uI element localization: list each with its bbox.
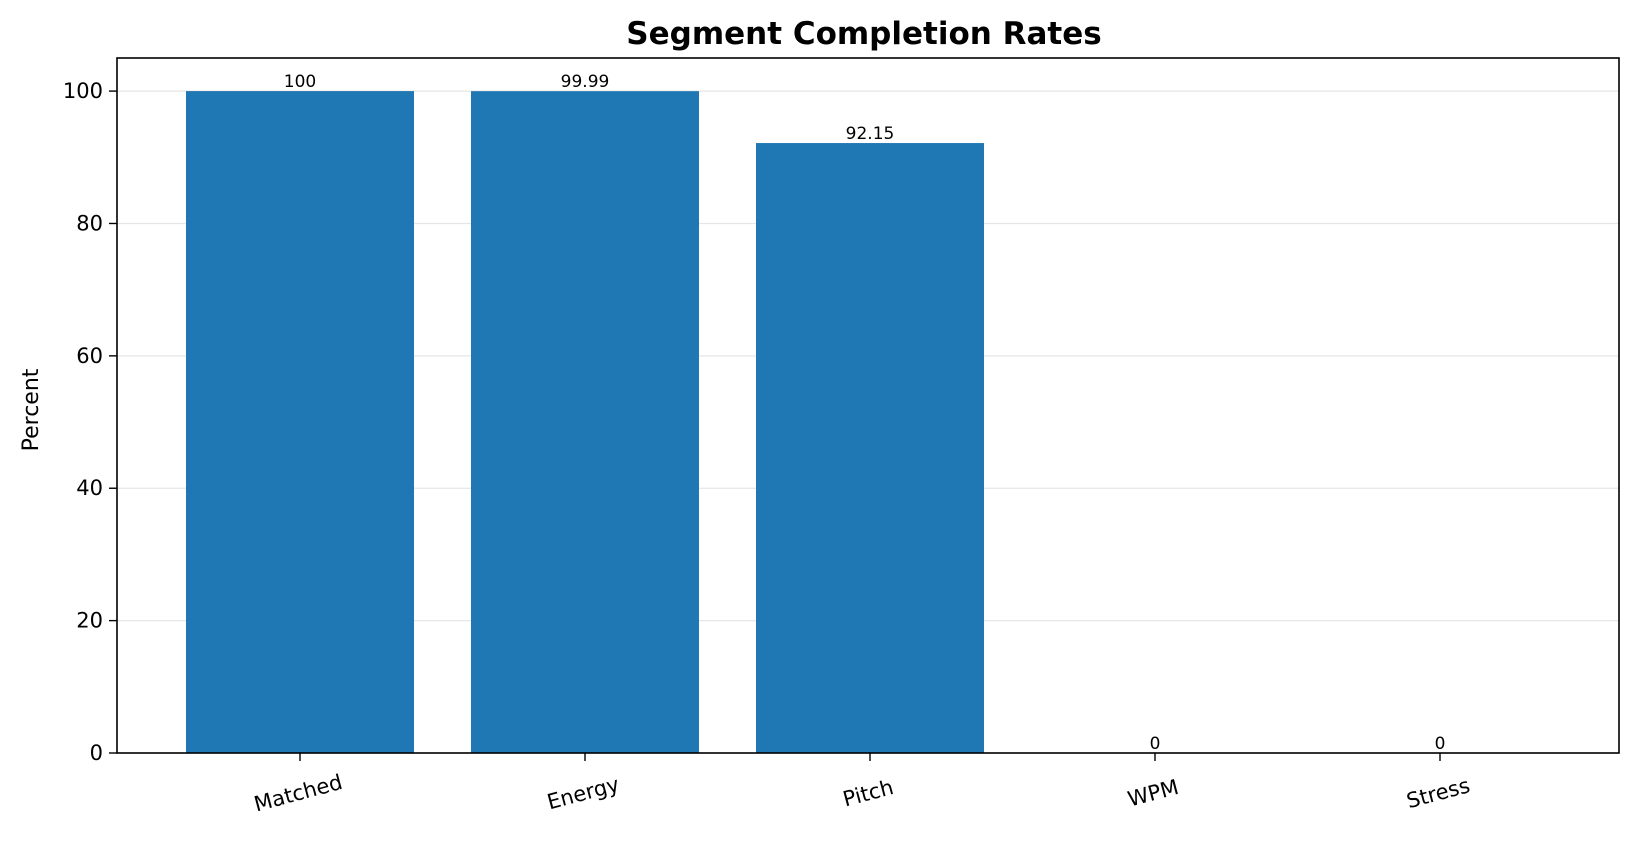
x-tick-label-stress: Stress [1404, 773, 1473, 813]
data-label-wpm: 0 [1150, 734, 1161, 754]
y-tick-label-60: 60 [76, 344, 103, 368]
plot-frame [116, 57, 1620, 754]
x-tick-label-matched: Matched [251, 770, 344, 817]
data-labels: 100 99.99 92.15 0 0 [284, 72, 1446, 754]
bars [186, 91, 984, 754]
y-tick-label-80: 80 [76, 211, 103, 235]
x-tick-label-energy: Energy [545, 772, 622, 814]
bar-energy [471, 91, 699, 753]
y-axis-label: Percent [19, 368, 44, 451]
data-label-energy: 99.99 [561, 72, 610, 92]
bar-matched [186, 91, 414, 754]
x-tick-label-wpm: WPM [1125, 775, 1181, 812]
data-label-matched: 100 [284, 72, 316, 92]
data-label-stress: 0 [1435, 734, 1446, 754]
chart-title: Segment Completion Rates [626, 16, 1101, 52]
y-axis: 0 20 40 60 80 100 [63, 79, 117, 765]
bar-pitch [756, 143, 984, 754]
y-tick-label-20: 20 [76, 609, 103, 633]
data-label-pitch: 92.15 [846, 124, 895, 144]
x-axis: Matched Energy Pitch WPM Stress [251, 753, 1472, 817]
x-tick-label-pitch: Pitch [840, 775, 896, 811]
y-tick-label-0: 0 [90, 741, 103, 765]
y-tick-label-40: 40 [76, 476, 103, 500]
y-tick-label-100: 100 [63, 79, 103, 103]
